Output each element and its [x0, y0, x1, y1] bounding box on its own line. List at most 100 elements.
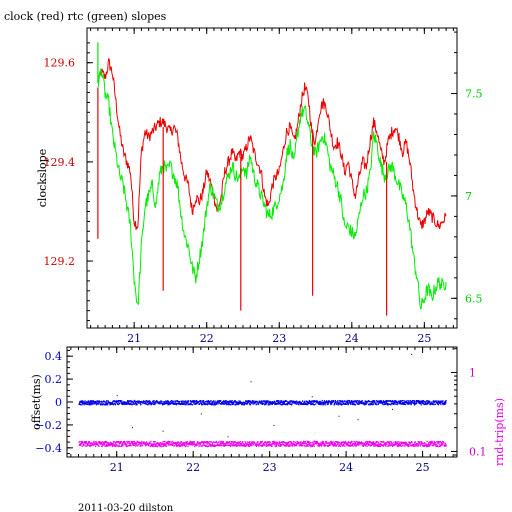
offset-point: [109, 401, 111, 404]
rnd-trip-point: [128, 440, 130, 443]
rnd-trip-point: [212, 442, 214, 444]
rnd-trip-point: [315, 443, 318, 445]
rnd-trip-point: [81, 440, 83, 443]
rnd-trip-point: [302, 442, 304, 445]
offset-point: [399, 401, 401, 404]
rnd-trip-point: [304, 442, 306, 444]
offset-point: [167, 404, 169, 406]
rnd-trip-point: [377, 444, 379, 446]
rnd-trip-point: [288, 442, 290, 444]
rnd-trip-point: [279, 445, 281, 447]
offset-point: [166, 402, 169, 404]
rnd-trip-point: [313, 443, 315, 445]
rnd-trip-point: [197, 441, 199, 443]
offset-point: [223, 402, 225, 405]
offset-point: [255, 400, 257, 403]
offset-point: [289, 403, 292, 405]
rnd-trip-point: [379, 445, 382, 447]
rnd-trip-point: [389, 443, 391, 446]
slope-series: [97, 42, 447, 316]
rnd-trip-point: [403, 442, 405, 445]
offset-point: [304, 402, 306, 404]
rnd-trip-point: [271, 443, 273, 446]
rnd-trip-point: [316, 440, 318, 443]
offset-point: [118, 402, 121, 405]
rnd-trip-point: [108, 444, 110, 447]
rnd-trip-point: [107, 442, 109, 444]
rnd-trip-point: [332, 444, 334, 446]
offset-point: [202, 403, 204, 405]
rnd-trip-point: [349, 445, 351, 447]
rnd-trip-point: [251, 444, 253, 447]
offset-point: [268, 400, 270, 402]
rnd-trip-point: [114, 444, 116, 446]
offset-point: [398, 402, 400, 404]
offset-point: [274, 403, 276, 406]
rnd-trip-point: [209, 444, 211, 446]
offset-point: [216, 400, 218, 402]
rnd-trip-point: [428, 442, 430, 444]
offset-point: [341, 403, 344, 406]
rnd-trip-point: [280, 444, 282, 446]
offset-point: [280, 400, 282, 402]
offset-point: [267, 401, 269, 404]
rnd-trip-point: [191, 444, 193, 446]
rnd-trip-point: [123, 441, 126, 443]
rnd-trip-point: [233, 443, 235, 445]
offset-point: [166, 401, 168, 404]
rnd-trip-point: [255, 444, 257, 446]
offset-point: [280, 404, 282, 406]
rnd-trip-point: [149, 441, 151, 444]
rnd-trip-point: [354, 444, 356, 447]
rnd-trip-point: [420, 443, 422, 445]
rnd-trip-point: [378, 442, 380, 445]
rnd-trip-point: [414, 441, 416, 444]
rnd-trip-point: [362, 444, 364, 447]
rnd-trip-point: [211, 441, 213, 443]
offset-point: [351, 402, 353, 405]
rnd-trip-point: [292, 440, 294, 443]
rnd-trip-point: [284, 442, 286, 444]
rnd-trip-point: [246, 442, 248, 445]
rnd-trip-point: [377, 441, 379, 444]
rnd-trip-point: [369, 445, 371, 447]
offset-point: [405, 400, 408, 403]
rnd-trip-point: [343, 441, 345, 444]
offset-point: [346, 402, 349, 404]
rnd-trip-point: [392, 444, 394, 447]
rnd-trip-point: [271, 442, 273, 445]
rnd-trip-point: [358, 443, 360, 446]
offset-point: [227, 402, 229, 405]
rnd-trip-point: [280, 441, 282, 443]
offset-point: [322, 403, 324, 406]
offset-point: [160, 402, 162, 404]
x-tick-label: 23: [263, 461, 277, 474]
rnd-trip-point: [288, 441, 290, 443]
offset-point: [445, 401, 447, 403]
offset-point: [110, 403, 112, 405]
rnd-trip-point: [220, 442, 222, 444]
rnd-trip-point: [125, 443, 127, 445]
outlier-point: [273, 424, 275, 426]
offset-point: [419, 402, 421, 404]
rnd-trip-point: [358, 441, 360, 443]
rnd-trip-point: [129, 443, 132, 445]
offset-series: [78, 353, 447, 448]
offset-point: [238, 402, 240, 404]
offset-point: [93, 402, 95, 404]
rnd-trip-point: [198, 445, 200, 447]
rnd-trip-point: [251, 440, 253, 443]
offset-point: [307, 403, 309, 405]
rnd-trip-point: [155, 443, 157, 445]
rnd-trip-point: [434, 443, 436, 445]
rnd-trip-point: [85, 442, 87, 444]
offset-point: [133, 403, 135, 405]
offset-point: [190, 403, 192, 405]
offset-point: [208, 403, 210, 405]
offset-point: [335, 401, 337, 403]
rnd-trip-point: [427, 445, 429, 448]
offset-point: [87, 401, 89, 403]
rnd-trip-point: [273, 442, 275, 444]
offset-point: [318, 402, 320, 404]
offset-point: [99, 400, 101, 403]
